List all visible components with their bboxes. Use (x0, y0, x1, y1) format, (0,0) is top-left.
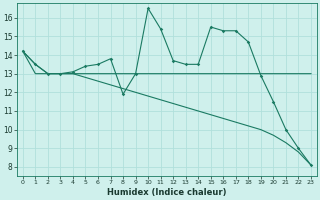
X-axis label: Humidex (Indice chaleur): Humidex (Indice chaleur) (107, 188, 227, 197)
